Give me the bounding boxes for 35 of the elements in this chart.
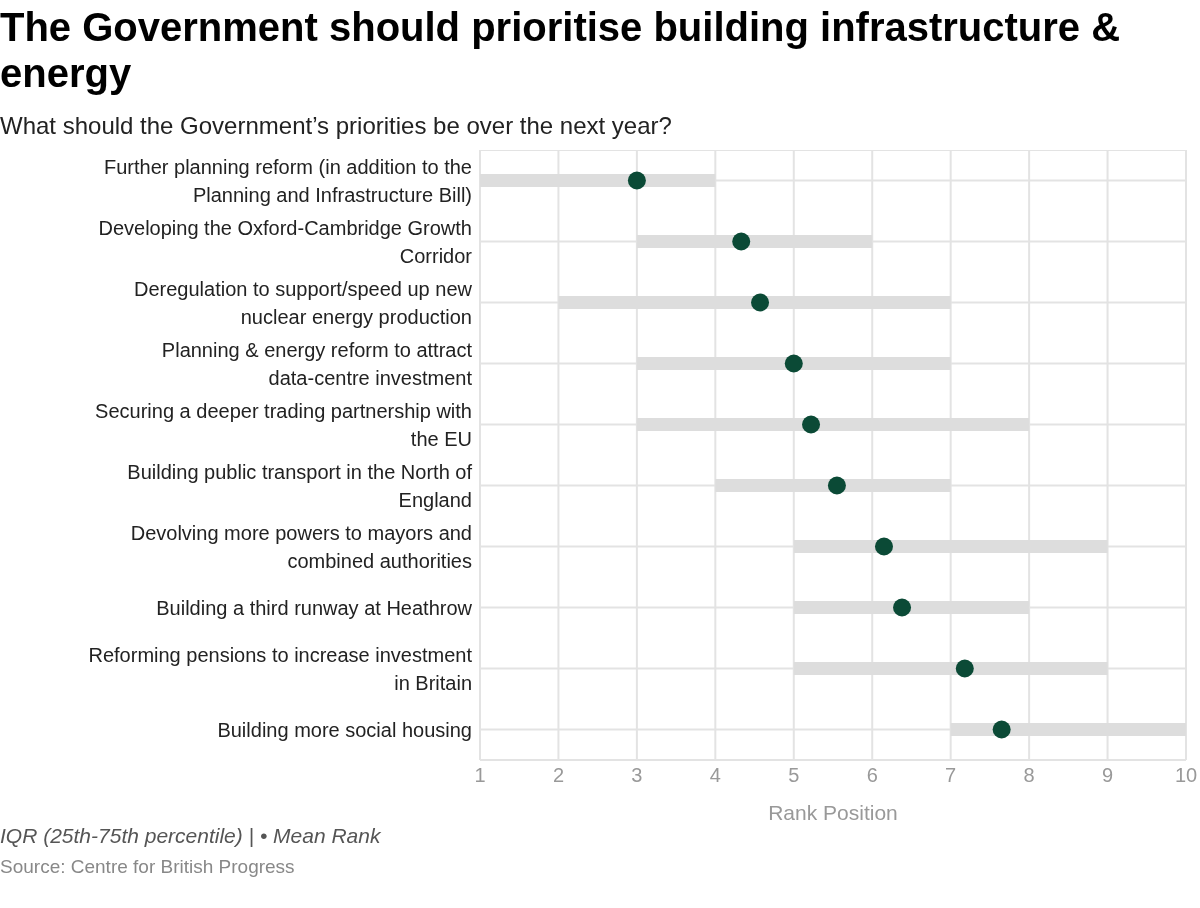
point (627, 171, 646, 190)
chart-title: The Government should prioritise building infrastructure & energy (0, 4, 1122, 96)
point (893, 598, 912, 617)
point (802, 415, 821, 434)
x-tick-label: 5 (788, 764, 800, 787)
point (732, 232, 751, 251)
y-tick-label: Building a third runway at Heathrow (156, 596, 473, 619)
point (784, 354, 803, 373)
chart-subtitle: What should the Government’s priorities be over the next year? (0, 112, 673, 140)
y-tick-label: Reforming pensions to increase investment in Britain (88, 643, 473, 694)
point (874, 537, 893, 556)
y-tick-label: Planning & energy reform to attract data-centre investment (161, 338, 473, 389)
source-note: Source: Centre for British Progress (0, 856, 296, 878)
point (827, 476, 846, 495)
y-tick-label: Building public transport in the North of England (127, 460, 473, 511)
point (992, 720, 1011, 739)
y-tick-label: Devolving more powers to mayors and combined authorities (130, 521, 472, 572)
point (955, 659, 974, 678)
x-tick-label: 1 (474, 764, 486, 787)
x-tick-label: 6 (866, 764, 878, 787)
y-tick-label: Securing a deeper trading partnership with the EU (95, 399, 472, 450)
x-tick-label: 2 (552, 764, 565, 787)
x-tick-label: 10 (1174, 764, 1198, 787)
x-axis-title: Rank Position (768, 801, 898, 824)
y-tick-label: Deregulation to support/speed up new nuclear energy production (133, 277, 473, 328)
y-tick-label: Building more social housing (217, 718, 472, 741)
y-tick-label: Further planning reform (in addition to the Planning and Infrastructure Bill) (104, 155, 472, 206)
x-tick-label: 9 (1101, 764, 1114, 787)
x-tick-label: 4 (709, 764, 721, 787)
point (751, 293, 770, 312)
y-tick-label: Developing the Oxford-Cambridge Growth Corridor (98, 216, 473, 267)
text: IQR (25th-75th percentile) | • Mean Rank (0, 824, 382, 848)
x-tick-label: 7 (945, 764, 957, 787)
x-tick-label: 8 (1023, 764, 1035, 787)
x-tick-label: 3 (631, 764, 643, 787)
